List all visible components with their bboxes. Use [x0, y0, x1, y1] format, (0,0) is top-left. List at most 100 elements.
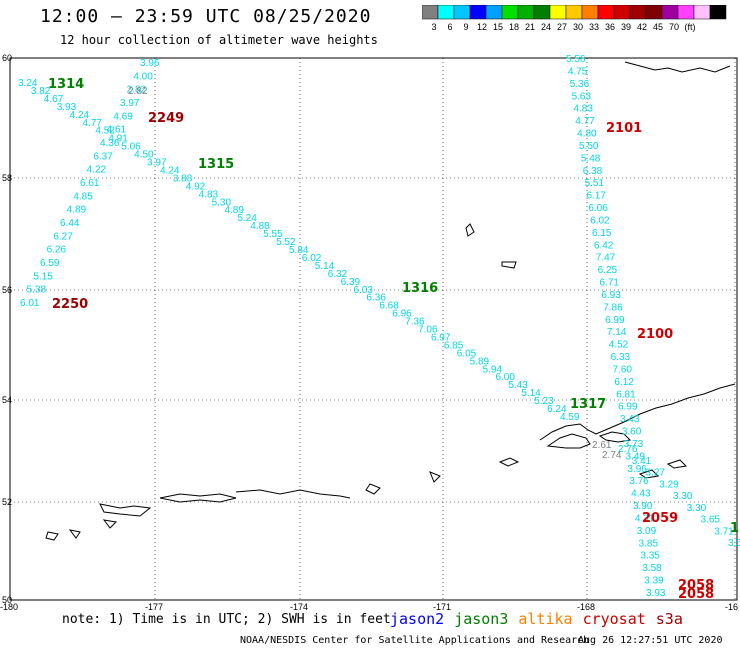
legend-label: 42 [636, 22, 647, 32]
swh-value: 6.01 [20, 298, 40, 309]
swh-value: 5.38 [27, 285, 47, 296]
y-axis-label: 60 [2, 53, 12, 63]
swh-value: 3.30 [687, 503, 707, 514]
swh-value: 6.32 [328, 269, 348, 280]
track-values: 3.243.824.673.934.244.774.524.915.064.50… [18, 54, 740, 602]
swh-value: 3.71 [714, 526, 734, 537]
swh-value: 4.67 [44, 94, 64, 105]
legend-label: 45 [652, 22, 663, 32]
swh-value: 4.80 [577, 129, 597, 140]
swh-value: 6.37 [93, 151, 113, 162]
swh-value: 6.93 [601, 290, 621, 301]
swh-value: 4.89 [224, 205, 244, 216]
swh-value: 3.93 [57, 102, 77, 113]
swh-value: 7.14 [607, 327, 627, 338]
swh-value: 5.43 [508, 380, 528, 391]
coastline [45, 61, 736, 541]
coastline-segment [102, 519, 118, 529]
swh-value: 3.39 [644, 576, 664, 587]
coastline-segment [539, 383, 736, 441]
swh-value: 4.69 [113, 111, 133, 122]
swh-value: 5.36 [570, 79, 590, 90]
swh-value: 3.41 [632, 456, 652, 467]
swh-value: 3.82 [31, 86, 51, 97]
swh-value: 6.05 [457, 348, 477, 359]
color-legend [422, 5, 727, 20]
swh-value: 4.85 [73, 191, 93, 202]
swh-value: 3.27 [646, 468, 666, 479]
swh-value: 6.17 [586, 191, 606, 202]
swh-value: 6.33 [611, 352, 631, 363]
swh-value: 4.89 [67, 205, 87, 216]
swh-value: 5.14 [315, 261, 335, 272]
swh-value: 6.42 [594, 240, 614, 251]
swh-value: 6.02 [302, 253, 322, 264]
swh-value: 5.48 [581, 153, 601, 164]
swh-value: 6.44 [60, 218, 80, 229]
coastline-segment [465, 223, 475, 237]
swh-value: 5.89 [470, 356, 490, 367]
time-label: 2250 [52, 297, 88, 312]
swh-value: 6.85 [444, 340, 464, 351]
map-grid [9, 57, 738, 601]
legend-label: 12 [476, 22, 487, 32]
satellite-altika: altika [518, 610, 573, 628]
time-label: 1315 [198, 157, 234, 172]
coastline-segment [159, 493, 237, 503]
coastline-segment [638, 469, 660, 479]
swh-value: 5.14 [521, 388, 541, 399]
y-axis-label: 52 [2, 497, 12, 507]
swh-value: 3.24 [18, 78, 38, 89]
legend-label: 27 [556, 22, 567, 32]
time-label: 2059 [642, 511, 678, 526]
legend-swatch [709, 5, 727, 20]
swh-value: 2.82 [128, 86, 148, 97]
swh-value: 5.15 [33, 271, 53, 282]
swh-value: 5.30 [212, 197, 232, 208]
swh-value: 4.59 [560, 412, 580, 423]
swh-value: 6.68 [379, 301, 399, 312]
swh-value: 5.50 [579, 141, 599, 152]
coastline-segment [666, 459, 688, 469]
swh-value: 2.74 [602, 450, 622, 461]
swh-value: 4.83 [573, 104, 593, 115]
map-title: 12:00 – 23:59 UTC 08/25/2020 [40, 6, 372, 27]
swh-value: 4.61 [107, 125, 127, 136]
swh-value: 3.97 [147, 158, 167, 169]
swh-value: 2.61 [592, 440, 612, 451]
time-label: 2101 [606, 121, 642, 136]
swh-value: 5.63 [572, 91, 592, 102]
legend-label: 15 [492, 22, 503, 32]
swh-value: 6.59 [40, 258, 60, 269]
coastline-segment [546, 433, 591, 449]
legend-label: 3 [431, 22, 437, 32]
legend-label: 6 [447, 22, 453, 32]
swh-value: 5.84 [289, 245, 309, 256]
swh-value: 6.99 [618, 402, 638, 413]
swh-value: 4.52 [95, 126, 115, 137]
legend-label: 39 [620, 22, 631, 32]
swh-value: 6.24 [547, 404, 567, 415]
footer-timestamp: Aug 26 12:27:51 UTC 2020 [578, 635, 723, 646]
swh-value: 6.99 [605, 315, 625, 326]
y-axis-label: 56 [2, 285, 12, 295]
map-subtitle: 12 hour collection of altimeter wave hei… [60, 33, 378, 47]
swh-value: 5.52 [276, 237, 296, 248]
swh-value: 6.96 [392, 309, 412, 320]
swh-value: 4.24 [160, 165, 180, 176]
swh-value: 6.39 [341, 277, 361, 288]
time-label: 1316 [402, 281, 438, 296]
swh-value: 6.25 [598, 265, 618, 276]
swh-value: 3.90 [633, 501, 653, 512]
swh-value: 5.24 [237, 213, 257, 224]
swh-value: 3.58 [642, 563, 662, 574]
swh-value: 6.02 [590, 215, 610, 226]
swh-value: 2.76 [618, 444, 638, 455]
coastline-segment [45, 531, 59, 541]
swh-value: 7.06 [418, 325, 438, 336]
time-label: 1314 [48, 77, 84, 92]
x-axis-label: -16 [725, 602, 738, 612]
x-axis-label: -171 [433, 602, 451, 612]
swh-value: 3.76 [629, 476, 649, 487]
